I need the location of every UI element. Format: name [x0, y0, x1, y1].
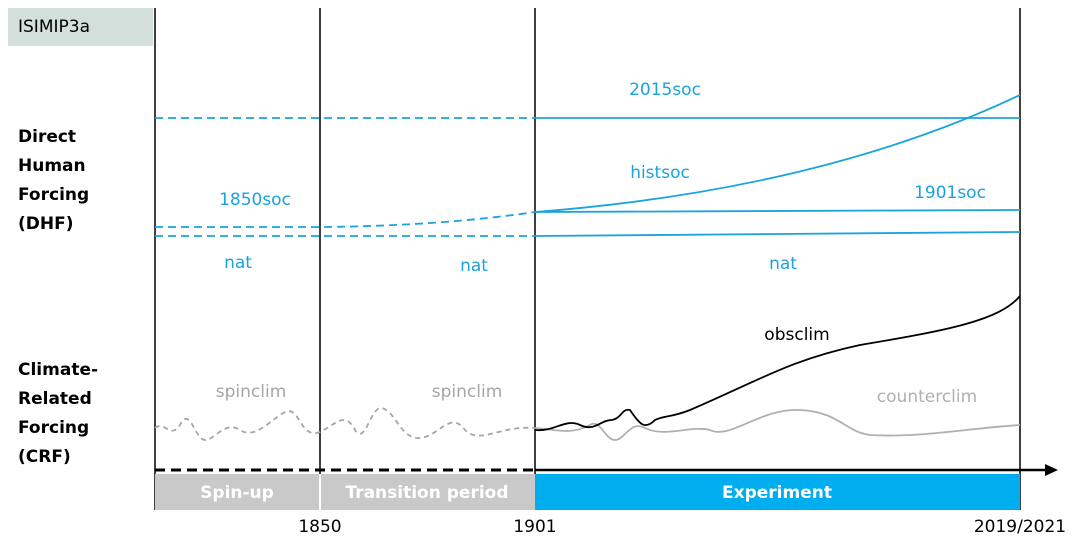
climate-lines [154, 295, 1021, 441]
row-label: Related [18, 389, 92, 409]
phase-box [155, 474, 535, 510]
row-label: Forcing [18, 418, 89, 438]
row-label: (CRF) [18, 447, 71, 467]
scenario-label: spinclim [432, 382, 503, 402]
year-label: 1901 [513, 517, 556, 537]
scenario-label: histsoc [630, 163, 690, 183]
row-label: Forcing [18, 185, 89, 205]
scenario-label: nat [224, 253, 252, 273]
scenario-label: 1850soc [219, 190, 291, 210]
phase-box [535, 474, 1020, 510]
row-label: Human [18, 156, 86, 176]
timeline-arrow [1045, 464, 1058, 476]
row-label: (DHF) [18, 214, 74, 234]
soc-lines [155, 94, 1021, 237]
scenario-label: 2015soc [629, 80, 701, 100]
dividers [154, 8, 1021, 510]
scenario-label: nat [460, 256, 488, 276]
row-label: Direct [18, 127, 76, 147]
year-label: 1850 [298, 517, 341, 537]
row-label: Climate- [18, 360, 98, 380]
phase-label: Transition period [345, 483, 508, 503]
badge: ISIMIP3a [18, 17, 90, 37]
badge-box [8, 8, 153, 46]
scenario-label: obsclim [764, 325, 829, 345]
scenario-label: spinclim [216, 382, 287, 402]
scenario-label: counterclim [877, 387, 977, 407]
phase-label: Experiment [722, 483, 832, 503]
scenario-label: 1901soc [914, 183, 986, 203]
year-label: 2019/2021 [974, 517, 1066, 537]
phase-label: Spin-up [200, 483, 274, 503]
scenario-label: nat [769, 254, 797, 274]
